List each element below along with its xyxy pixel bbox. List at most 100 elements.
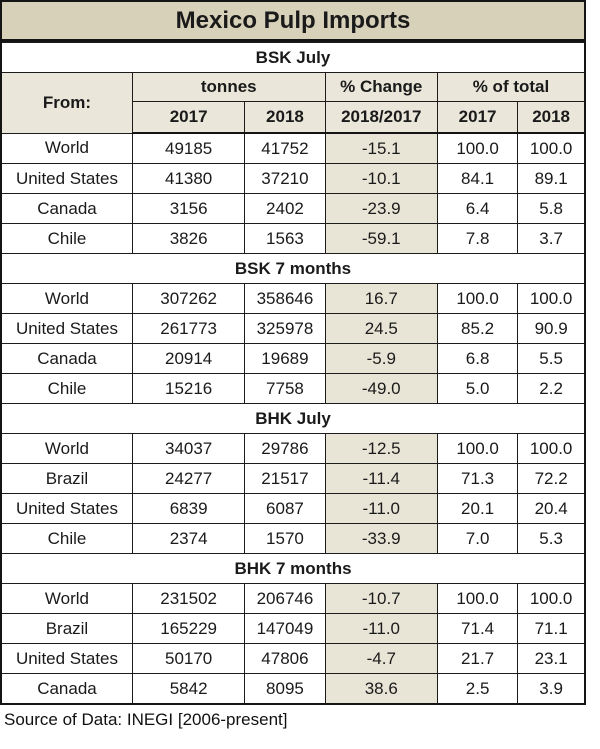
pct-total-2017-cell: 21.7: [436, 643, 519, 674]
header-pct-total-2018: 2018: [517, 101, 586, 134]
from-cell: Chile: [0, 223, 133, 254]
tonnes-2018-cell: 41752: [244, 132, 326, 164]
pct-total-2017-cell: 84.1: [436, 163, 519, 194]
pct-total-2017-cell: 85.2: [436, 313, 519, 344]
tonnes-2018-cell: 2402: [244, 193, 326, 224]
tonnes-2018-cell: 37210: [244, 163, 326, 194]
column-header-row-years: 2017 2018 2018/2017 2017 2018: [1, 101, 586, 134]
pct-total-2017-cell: 2.5: [436, 673, 519, 705]
from-cell: United States: [0, 493, 133, 524]
pct-change-cell: -10.7: [324, 583, 438, 614]
table-row: Chile 3826 1563 -59.1 7.8 3.7: [0, 223, 586, 254]
pct-change-cell: -11.0: [324, 493, 438, 524]
pct-total-2018-cell: 72.2: [517, 463, 586, 494]
tonnes-2017-cell: 5842: [131, 673, 246, 705]
tonnes-2018-cell: 1563: [244, 223, 326, 254]
pct-change-cell: -33.9: [324, 523, 438, 554]
section-title-row: BSK July: [0, 42, 586, 73]
pct-change-cell: -59.1: [324, 223, 438, 254]
pct-change-cell: -49.0: [324, 373, 438, 404]
tonnes-2018-cell: 7758: [244, 373, 326, 404]
table-row: Canada 20914 19689 -5.9 6.8 5.5: [0, 343, 586, 374]
tonnes-2017-cell: 3156: [131, 193, 246, 224]
tonnes-2017-cell: 165229: [131, 613, 246, 644]
tonnes-2017-cell: 41380: [131, 163, 246, 194]
pct-total-2017-cell: 6.8: [436, 343, 519, 374]
table-row: Chile 15216 7758 -49.0 5.0 2.2: [0, 373, 586, 404]
tonnes-2017-cell: 6839: [131, 493, 246, 524]
table-row: Canada 3156 2402 -23.9 6.4 5.8: [0, 193, 586, 224]
header-pct-total-2017: 2017: [436, 101, 519, 134]
pct-total-2018-cell: 5.3: [517, 523, 586, 554]
section-title-row: BSK 7 months: [0, 253, 586, 284]
tonnes-2018-cell: 19689: [244, 343, 326, 374]
pct-total-2018-cell: 5.5: [517, 343, 586, 374]
table-row: World 49185 41752 -15.1 100.0 100.0: [0, 132, 586, 164]
header-pct-change: % Change: [324, 72, 438, 102]
pct-total-2018-cell: 89.1: [517, 163, 586, 194]
pct-total-2017-cell: 100.0: [436, 283, 519, 314]
pct-total-2018-cell: 100.0: [517, 132, 586, 164]
pct-change-cell: -11.4: [324, 463, 438, 494]
from-cell: United States: [0, 163, 133, 194]
pct-change-cell: -12.5: [324, 433, 438, 464]
tonnes-2018-cell: 358646: [244, 283, 326, 314]
table-row: Brazil 24277 21517 -11.4 71.3 72.2: [0, 463, 586, 494]
pct-total-2018-cell: 100.0: [517, 433, 586, 464]
column-header-row-groups: From: tonnes % Change % of total: [0, 72, 586, 134]
tonnes-2017-cell: 49185: [131, 132, 246, 164]
pct-change-cell: -23.9: [324, 193, 438, 224]
pct-total-2017-cell: 20.1: [436, 493, 519, 524]
header-tonnes-2018: 2018: [244, 101, 326, 134]
table-row: World 307262 358646 16.7 100.0 100.0: [0, 283, 586, 314]
from-cell: Canada: [0, 673, 133, 705]
pct-change-cell: 38.6: [324, 673, 438, 705]
from-cell: Chile: [0, 373, 133, 404]
table-row: Chile 2374 1570 -33.9 7.0 5.3: [0, 523, 586, 554]
pct-change-cell: -11.0: [324, 613, 438, 644]
pct-total-2017-cell: 6.4: [436, 193, 519, 224]
tonnes-2017-cell: 307262: [131, 283, 246, 314]
from-cell: World: [0, 283, 133, 314]
header-pct-of-total: % of total: [436, 72, 586, 102]
tonnes-2017-cell: 20914: [131, 343, 246, 374]
tonnes-2017-cell: 50170: [131, 643, 246, 674]
section-title-row: BHK 7 months: [0, 553, 586, 584]
table-row: Canada 5842 8095 38.6 2.5 3.9: [0, 673, 586, 705]
from-cell: Brazil: [0, 613, 133, 644]
pct-change-cell: -10.1: [324, 163, 438, 194]
pct-total-2018-cell: 3.7: [517, 223, 586, 254]
pct-total-2018-cell: 5.8: [517, 193, 586, 224]
pct-total-2017-cell: 71.4: [436, 613, 519, 644]
pct-total-2017-cell: 100.0: [436, 433, 519, 464]
tonnes-2017-cell: 24277: [131, 463, 246, 494]
tonnes-2017-cell: 15216: [131, 373, 246, 404]
header-pct-change-period: 2018/2017: [324, 101, 438, 134]
table-row: United States 6839 6087 -11.0 20.1 20.4: [0, 493, 586, 524]
tonnes-2018-cell: 8095: [244, 673, 326, 705]
from-cell: Chile: [0, 523, 133, 554]
tonnes-2018-cell: 47806: [244, 643, 326, 674]
from-cell: Canada: [0, 193, 133, 224]
pct-total-2018-cell: 3.9: [517, 673, 586, 705]
pct-total-2017-cell: 7.8: [436, 223, 519, 254]
pct-change-cell: 16.7: [324, 283, 438, 314]
section-title: BSK July: [0, 42, 586, 73]
from-cell: World: [0, 132, 133, 164]
tonnes-2018-cell: 1570: [244, 523, 326, 554]
pct-total-2018-cell: 100.0: [517, 283, 586, 314]
source-note: Source of Data: INEGI [2006-present]: [4, 710, 288, 729]
tonnes-2018-cell: 206746: [244, 583, 326, 614]
pct-total-2017-cell: 71.3: [436, 463, 519, 494]
tonnes-2017-cell: 2374: [131, 523, 246, 554]
tonnes-2017-cell: 261773: [131, 313, 246, 344]
pct-total-2017-cell: 7.0: [436, 523, 519, 554]
pct-change-cell: -5.9: [324, 343, 438, 374]
from-cell: United States: [0, 313, 133, 344]
pct-total-2018-cell: 23.1: [517, 643, 586, 674]
pct-total-2018-cell: 100.0: [517, 583, 586, 614]
tonnes-2018-cell: 29786: [244, 433, 326, 464]
pulp-imports-sheet: Mexico Pulp Imports BSK July From: tonne…: [0, 0, 586, 729]
page-title: Mexico Pulp Imports: [0, 0, 586, 42]
table-row: United States 261773 325978 24.5 85.2 90.9: [0, 313, 586, 344]
